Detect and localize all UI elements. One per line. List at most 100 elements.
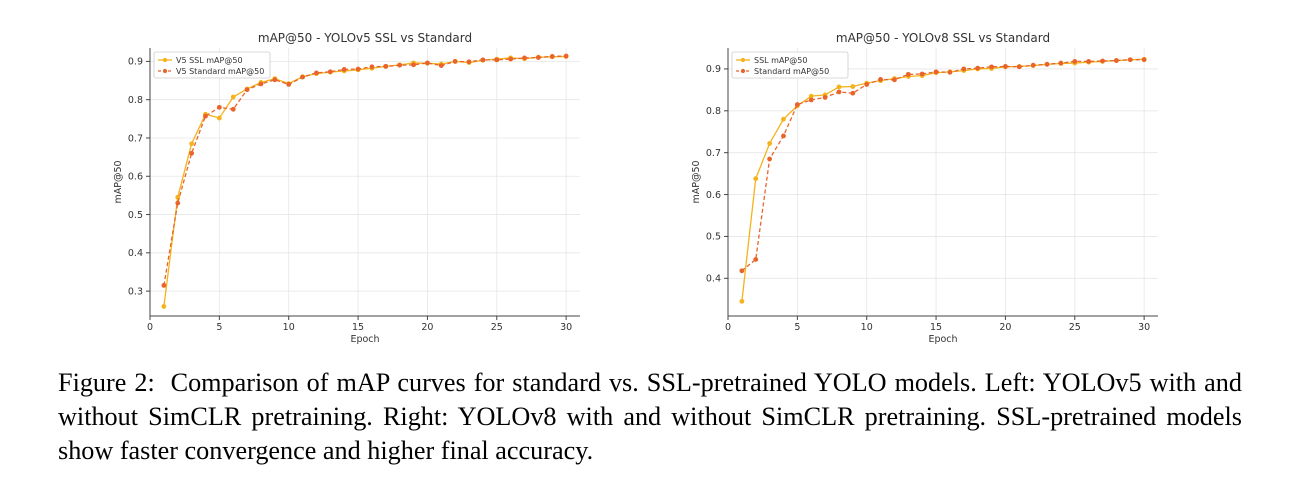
data-point bbox=[203, 113, 208, 119]
legend-label: Standard mAP@50 bbox=[754, 67, 829, 76]
y-tick-label: 0.3 bbox=[128, 286, 143, 297]
series-line-1 bbox=[163, 55, 567, 307]
data-point bbox=[739, 268, 745, 274]
y-tick-label: 0.9 bbox=[706, 64, 721, 75]
data-point bbox=[850, 84, 856, 89]
data-point bbox=[1100, 58, 1105, 64]
data-point bbox=[369, 64, 375, 70]
legend-marker bbox=[740, 68, 746, 74]
x-tick-label: 5 bbox=[216, 322, 222, 333]
data-point bbox=[452, 59, 458, 64]
data-point bbox=[905, 71, 911, 77]
y-axis-label: mAP@50 bbox=[113, 160, 124, 203]
chart-title: mAP@50 - YOLOv5 SSL vs Standard bbox=[258, 31, 472, 45]
data-point bbox=[1058, 60, 1064, 66]
data-point bbox=[230, 106, 236, 112]
data-point bbox=[864, 82, 870, 87]
data-point bbox=[314, 70, 319, 76]
data-point bbox=[767, 141, 773, 146]
y-tick-label: 0.7 bbox=[706, 148, 721, 159]
legend-box bbox=[153, 51, 271, 79]
data-point bbox=[425, 60, 430, 66]
chart-yolov5: 0 5 10 15 20 25 30 0.3 0.4 0.5 0.6 0.7 0.8 0.9 mAP@50 … bbox=[110, 28, 590, 348]
chart-title: mAP@50 - YOLOv8 SSL vs Standard bbox=[836, 31, 1050, 45]
y-tick-label: 0.8 bbox=[128, 95, 143, 106]
data-point bbox=[1003, 64, 1008, 69]
x-tick-label: 0 bbox=[725, 322, 731, 333]
data-point bbox=[975, 65, 981, 71]
chart-yolov8: 0 5 10 15 20 25 30 0.4 0.5 0.6 0.7 0.8 0.9 mAP@50 - Y… bbox=[688, 28, 1168, 348]
x-tick-label: 30 bbox=[560, 322, 572, 333]
series-line-2 bbox=[163, 55, 567, 286]
y-tick-label: 0.4 bbox=[706, 274, 721, 285]
caption-label: Figure 2: bbox=[58, 368, 155, 397]
data-point bbox=[230, 94, 236, 100]
y-tick-label: 0.6 bbox=[128, 172, 143, 183]
y-tick-label: 0.5 bbox=[128, 210, 143, 221]
data-point bbox=[216, 115, 222, 121]
legend-marker bbox=[740, 57, 746, 63]
data-point bbox=[189, 150, 195, 156]
figure-caption: Figure 2: Comparison of mAP curves for s… bbox=[58, 366, 1242, 468]
data-point bbox=[161, 304, 167, 309]
data-point bbox=[341, 67, 347, 72]
data-point bbox=[535, 55, 541, 60]
x-axis-label: Epoch bbox=[350, 334, 379, 345]
legend-marker bbox=[162, 68, 168, 74]
data-point bbox=[781, 133, 786, 139]
data-point bbox=[850, 90, 856, 96]
data-point bbox=[739, 298, 745, 304]
x-tick-label: 30 bbox=[1138, 322, 1150, 333]
x-tick-label: 10 bbox=[861, 322, 873, 333]
data-point bbox=[272, 77, 278, 83]
y-tick-label: 0.5 bbox=[706, 232, 721, 243]
data-point bbox=[781, 116, 786, 122]
x-tick-label: 20 bbox=[421, 322, 433, 333]
data-point bbox=[836, 84, 842, 90]
legend-label: SSL mAP@50 bbox=[754, 56, 807, 65]
data-point bbox=[286, 81, 292, 87]
y-tick-label: 0.8 bbox=[706, 106, 721, 117]
data-point bbox=[161, 282, 167, 288]
y-tick-label: 0.4 bbox=[128, 248, 143, 259]
y-axis-label: mAP@50 bbox=[691, 160, 702, 203]
data-point bbox=[1030, 62, 1036, 68]
data-point bbox=[494, 57, 500, 63]
data-point bbox=[189, 141, 195, 147]
data-point bbox=[1127, 57, 1133, 63]
data-point bbox=[438, 63, 444, 69]
legend-label: V5 Standard mAP@50 bbox=[176, 67, 264, 76]
data-point bbox=[216, 104, 222, 110]
legend-marker bbox=[162, 57, 168, 63]
data-point bbox=[327, 69, 333, 75]
data-point bbox=[1141, 57, 1147, 63]
data-point bbox=[878, 77, 883, 82]
data-point bbox=[1113, 58, 1119, 63]
data-point bbox=[466, 59, 472, 65]
x-tick-label: 15 bbox=[930, 322, 942, 333]
chart-svg: 0 5 10 15 20 25 30 0.3 0.4 0.5 0.6 0.7 0.8 0.9 mAP@50 … bbox=[113, 31, 580, 345]
y-tick-label: 0.6 bbox=[706, 190, 721, 201]
data-point bbox=[411, 62, 416, 68]
x-axis-label: Epoch bbox=[928, 334, 957, 345]
data-point bbox=[961, 66, 967, 72]
x-tick-label: 25 bbox=[1069, 322, 1081, 333]
x-tick-label: 5 bbox=[794, 322, 800, 333]
data-point bbox=[933, 69, 939, 75]
data-point bbox=[244, 87, 250, 93]
caption-text: Comparison of mAP curves for standard vs… bbox=[58, 368, 1242, 465]
data-point bbox=[549, 54, 555, 59]
data-point bbox=[767, 156, 773, 162]
data-point bbox=[753, 257, 759, 262]
data-point bbox=[480, 57, 486, 63]
data-point bbox=[753, 176, 759, 182]
data-point bbox=[508, 56, 514, 62]
data-point bbox=[808, 93, 814, 99]
data-point bbox=[300, 74, 305, 80]
data-point bbox=[355, 66, 361, 72]
data-point bbox=[1072, 59, 1078, 64]
data-point bbox=[175, 200, 181, 206]
chart-svg: 0 5 10 15 20 25 30 0.4 0.5 0.6 0.7 0.8 0.9 mAP@50 - Y… bbox=[691, 31, 1158, 345]
data-point bbox=[1086, 59, 1092, 64]
data-point bbox=[258, 81, 264, 87]
